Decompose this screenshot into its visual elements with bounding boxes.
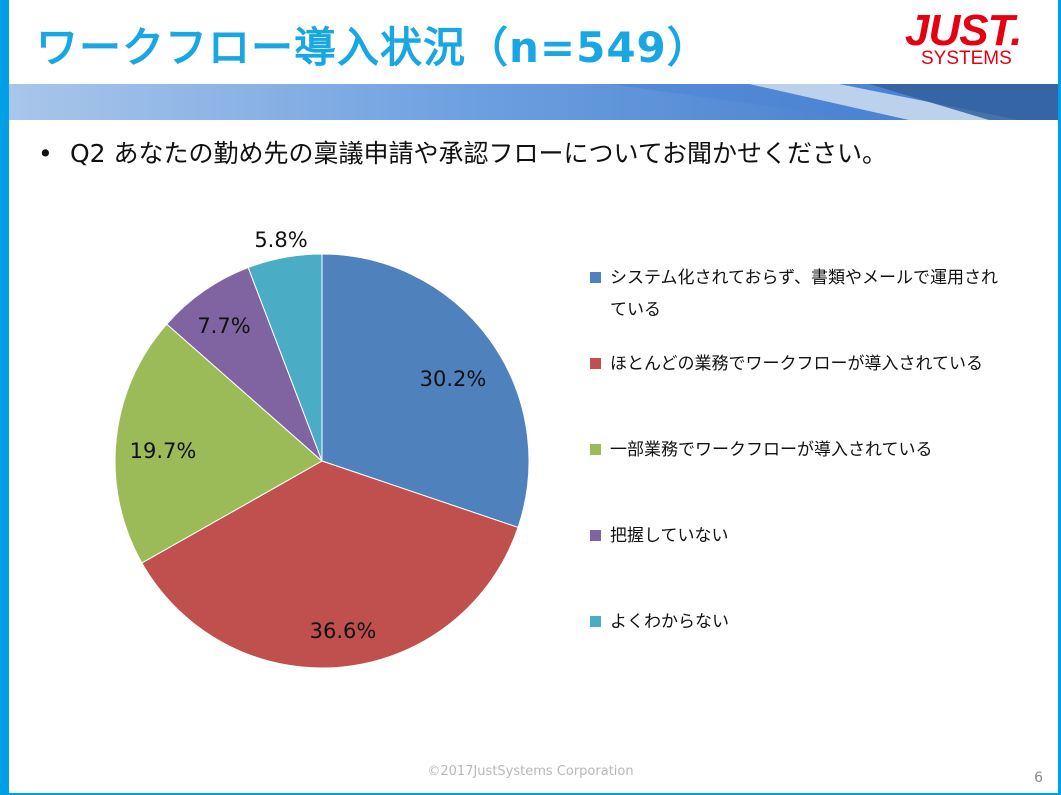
legend-label-1: システム化されておらず、書類やメールで運用され ている [610,268,998,320]
legend-label-3: 一部業務でワークフローが導入されている [610,440,933,460]
slide-title: ワークフロー導入状況（n=549） [36,23,710,72]
pie-slice-1 [321,253,530,529]
pie-slice-3 [114,323,323,564]
data-label-3: 19.7% [130,439,197,463]
legend-label-2: ほとんどの業務でワークフローが導入されている [610,354,983,374]
question-text: • Q2 あなたの勤め先の稟議申請や承認フローについてお聞かせください。 [38,134,887,170]
legend-label-4: 把握していない [610,526,729,546]
header-banner [9,84,1058,120]
logo-mark: JUST. [905,6,1022,55]
page-number: 6 [1034,770,1043,786]
bottom-accent-line [0,793,1061,795]
legend-swatch-3 [590,444,601,455]
pie-slice-5 [247,253,323,462]
right-accent-bar [1058,0,1061,795]
data-label-2: 36.6% [310,619,377,643]
pie-slice-2 [141,460,519,669]
bullet-point: • [38,139,53,168]
pie-slice-4 [166,266,323,462]
data-label-4: 7.7% [197,314,250,338]
legend-swatch-5 [590,616,601,627]
legend-swatch-4 [590,530,601,541]
legend-label-5: よくわからない [610,612,729,632]
legend-swatch-1 [590,272,601,283]
copyright-footer: ©2017JustSystems Corporation [427,764,634,779]
data-label-1: 30.2% [420,367,487,391]
data-label-5: 5.8% [254,228,307,252]
logo-wordmark: SYSTEMS [921,48,1012,69]
legend-swatch-2 [590,358,601,369]
left-accent-bar [0,0,9,795]
question-label: Q2 あなたの勤め先の稟議申請や承認フローについてお聞かせください。 [70,139,888,168]
company-logo: JUST. SYSTEMS [905,6,1035,72]
